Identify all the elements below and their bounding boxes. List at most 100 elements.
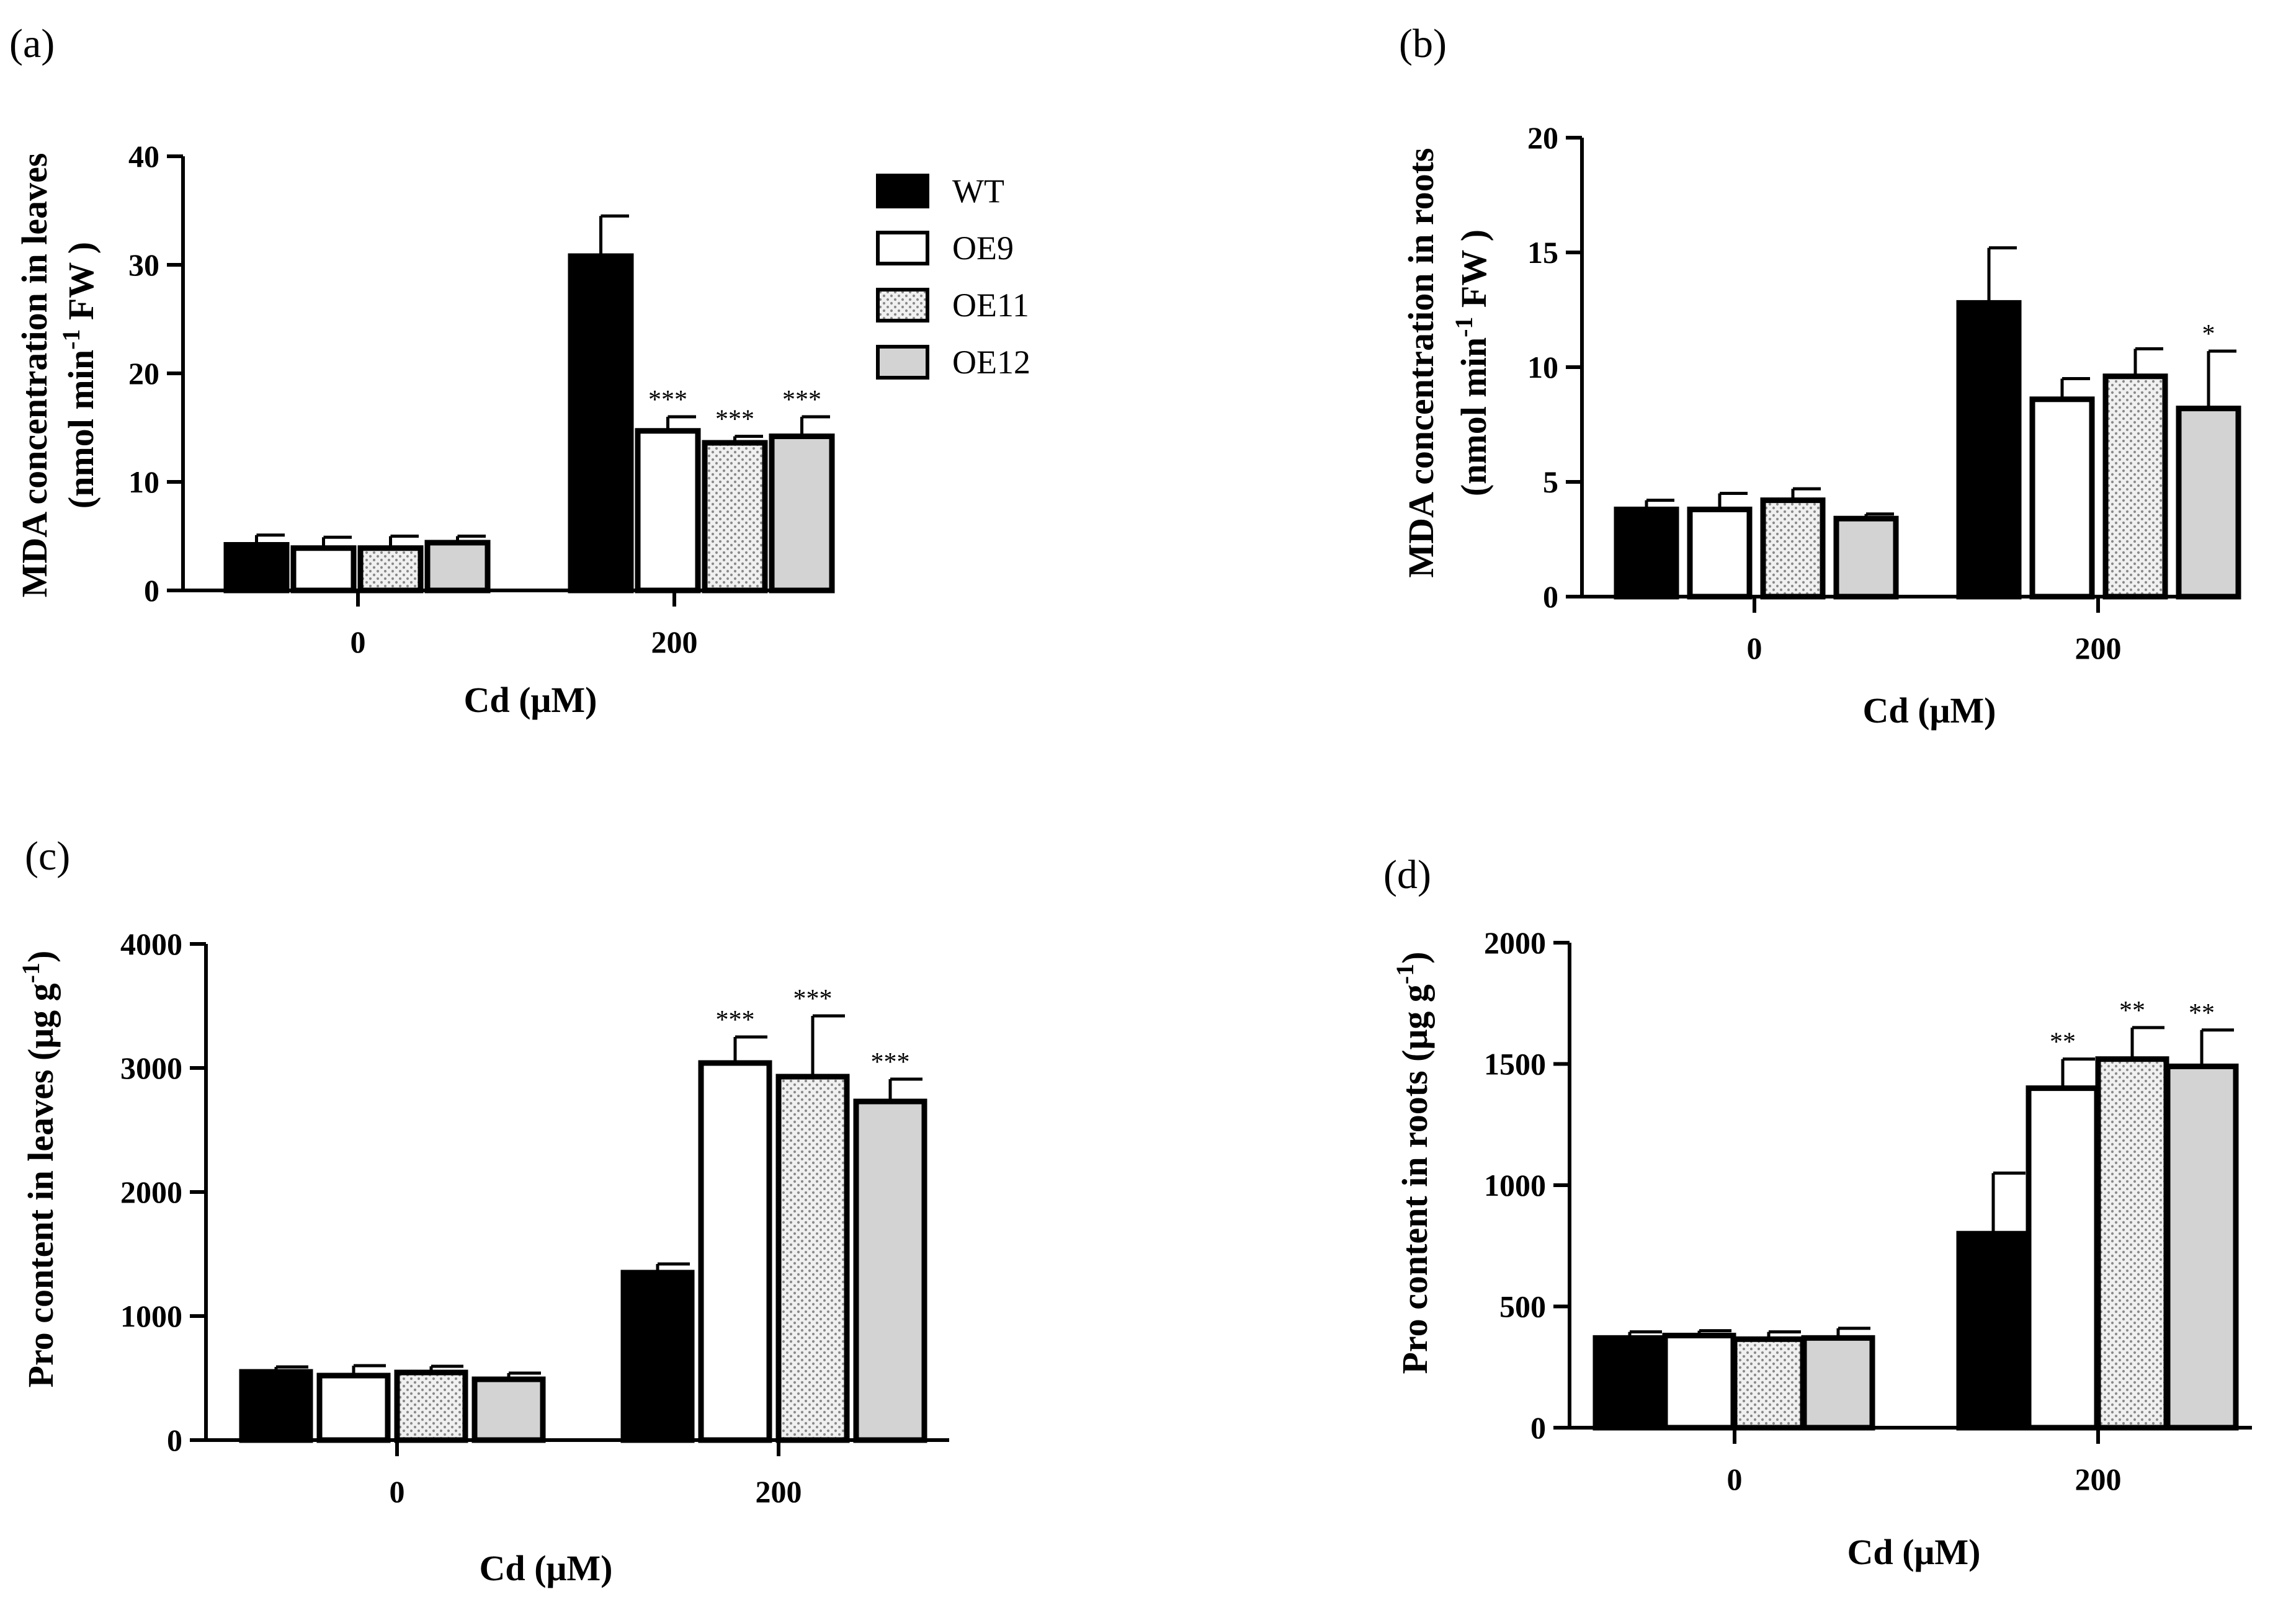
panel-d-xtick-label-0: 0: [1727, 1462, 1743, 1497]
panel-a-plot: 0 10 20 30 40 0 200 *** *** ***: [128, 139, 835, 659]
panel-a-oe11-200-significance: ***: [715, 406, 754, 434]
legend-swatch-wt: [876, 174, 929, 208]
panel-d-wt-0-bar: [1592, 1335, 1667, 1431]
legend-swatch-oe9: [876, 231, 929, 265]
panel-c: (c) Pro content in leaves (μg g-1) Cd (μ…: [17, 834, 949, 1588]
panel-a: (a) MDA concentration in leaves (nmol mi…: [9, 21, 835, 720]
panel-a-ylabel-units: (nmol min-1 FW ): [57, 242, 101, 509]
panel-d-xlabel: Cd (μM): [1847, 1532, 1981, 1572]
panel-b-xlabel: Cd (μM): [1863, 690, 1996, 731]
panel-d-ytick-label-2: 1000: [1484, 1168, 1546, 1203]
panel-d-plot: 0 500 1000 1500 2000 0 200 ** ** **: [1484, 925, 2252, 1497]
panel-c-xtick-label-0: 0: [390, 1474, 405, 1509]
panel-b-label: (b): [1399, 21, 1447, 66]
panel-a-label: (a): [9, 21, 55, 66]
legend-swatch-oe11: [876, 288, 929, 323]
panel-b-oe9-0-bar: [1687, 506, 1753, 600]
panel-d-oe12-200-significance: **: [2189, 999, 2215, 1028]
panel-c-oe9-200-significance: ***: [716, 1006, 755, 1034]
panel-c-wt-200-bar: [620, 1270, 695, 1443]
panel-c-oe9-0-bar: [316, 1372, 391, 1443]
panel-a-ytick-label-0: 0: [144, 573, 159, 608]
panel-a-oe12-200-bar: [769, 434, 835, 594]
panel-a-oe9-200-bar: [635, 428, 701, 594]
panel-b-oe12-0-bar: [1833, 515, 1899, 600]
panel-b-oe12-200-bar: [2176, 406, 2241, 600]
panel-b-oe9-200-bar: [2029, 396, 2095, 600]
panel-b-xtick-label-0: 0: [1747, 631, 1762, 665]
panel-a-xlabel: Cd (μM): [464, 680, 597, 720]
panel-b-oe11-0-bar: [1760, 497, 1826, 600]
legend-label-oe9: OE9: [952, 229, 1014, 267]
panel-b: (b) MDA concentration in roots (nmol min…: [1399, 21, 2241, 731]
panel-d-label: (d): [1383, 852, 1431, 897]
panel-b-xtick-label-1: 200: [2075, 631, 2122, 665]
panel-d-wt-200-bar: [1956, 1230, 2030, 1431]
panel-d-oe11-200-bar: [2095, 1056, 2169, 1431]
panel-c-ylabel: Pro content in leaves (μg g-1): [17, 951, 61, 1388]
panel-d-ytick-label-1: 500: [1499, 1289, 1546, 1324]
legend: WT OE9 OE11 OE12: [876, 172, 1030, 381]
panel-c-oe12-0-bar: [471, 1376, 546, 1443]
panel-c-wt-0-bar: [239, 1369, 313, 1443]
panel-c-ytick-label-3: 3000: [120, 1051, 182, 1085]
panel-d-ylabel: Pro content in roots (μg g-1): [1391, 951, 1435, 1374]
panel-a-oe11-200-bar: [702, 440, 768, 594]
panel-c-ytick-label-4: 4000: [120, 927, 182, 961]
panel-b-wt-0-bar: [1614, 506, 1679, 600]
legend-label-oe12: OE12: [952, 344, 1030, 381]
panel-a-ylabel: MDA concentration in leaves: [14, 153, 55, 598]
panel-c-oe9-200-bar: [698, 1060, 772, 1443]
panel-a-wt-0-bar: [223, 542, 290, 594]
panel-d-oe9-200-bar: [2026, 1085, 2100, 1431]
panel-a-oe12-200-significance: ***: [782, 386, 821, 414]
legend-label-oe11: OE11: [952, 287, 1029, 324]
panel-d-oe9-200-significance: **: [2050, 1028, 2076, 1057]
panel-d-ytick-label-4: 2000: [1484, 925, 1546, 960]
panel-d-oe9-0-bar: [1662, 1332, 1736, 1431]
legend-label-wt: WT: [952, 172, 1004, 210]
panel-a-oe12-0-bar: [424, 540, 491, 594]
panel-c-oe12-200-bar: [853, 1098, 927, 1443]
panel-d-oe12-0-bar: [1801, 1335, 1875, 1431]
panel-b-ylabel-units: (nmol min-1 FW ): [1450, 229, 1494, 496]
panel-a-ytick-label-4: 40: [128, 139, 159, 174]
panel-c-plot: 0 1000 2000 3000 4000 0 200 *** *** ***: [120, 927, 949, 1509]
panel-a-oe9-0-bar: [290, 545, 357, 594]
panel-c-ytick-label-0: 0: [167, 1423, 182, 1457]
panel-d: (d) Pro content in roots (μg g-1) Cd (μM…: [1383, 852, 2252, 1572]
panel-a-wt-200-bar: [568, 253, 634, 594]
panel-a-ytick-label-2: 20: [128, 356, 159, 391]
panel-b-oe11-200-bar: [2102, 373, 2168, 600]
panel-d-oe11-0-bar: [1731, 1336, 1806, 1431]
panel-b-ytick-label-1: 5: [1543, 465, 1558, 499]
panel-d-oe11-200-significance: **: [2119, 997, 2145, 1025]
panel-c-ytick-label-1: 1000: [120, 1299, 182, 1333]
panel-d-xtick-label-1: 200: [2075, 1462, 2122, 1497]
panel-c-oe12-200-significance: ***: [871, 1048, 910, 1077]
panel-d-ytick-label-0: 0: [1530, 1410, 1546, 1445]
panel-a-xtick-label-1: 200: [651, 625, 698, 659]
panel-c-label: (c): [25, 834, 70, 879]
panel-d-oe12-200-bar: [2164, 1063, 2239, 1431]
panel-b-ylabel: MDA concentration in roots: [1401, 148, 1441, 577]
panel-a-ytick-label-1: 10: [128, 465, 159, 499]
panel-b-wt-200-bar: [1956, 300, 2022, 600]
panel-c-oe11-200-significance: ***: [793, 985, 833, 1013]
panel-b-ytick-label-0: 0: [1543, 579, 1558, 614]
panel-a-xtick-label-0: 0: [351, 625, 366, 659]
legend-swatch-oe12: [876, 345, 929, 380]
panel-b-oe12-200-significance: *: [2202, 320, 2215, 349]
panel-c-oe11-0-bar: [394, 1369, 468, 1443]
panel-c-oe11-200-bar: [775, 1074, 850, 1443]
panel-c-xtick-label-1: 200: [756, 1474, 802, 1509]
panel-b-ytick-label-3: 15: [1527, 235, 1558, 270]
panel-b-ytick-label-2: 10: [1527, 350, 1558, 385]
panel-a-oe9-200-significance: ***: [648, 386, 687, 414]
panel-c-ytick-label-2: 2000: [120, 1175, 182, 1209]
panel-c-xlabel: Cd (μM): [480, 1548, 613, 1588]
panel-a-ytick-label-3: 30: [128, 247, 159, 282]
panel-b-ytick-label-4: 20: [1527, 120, 1558, 155]
